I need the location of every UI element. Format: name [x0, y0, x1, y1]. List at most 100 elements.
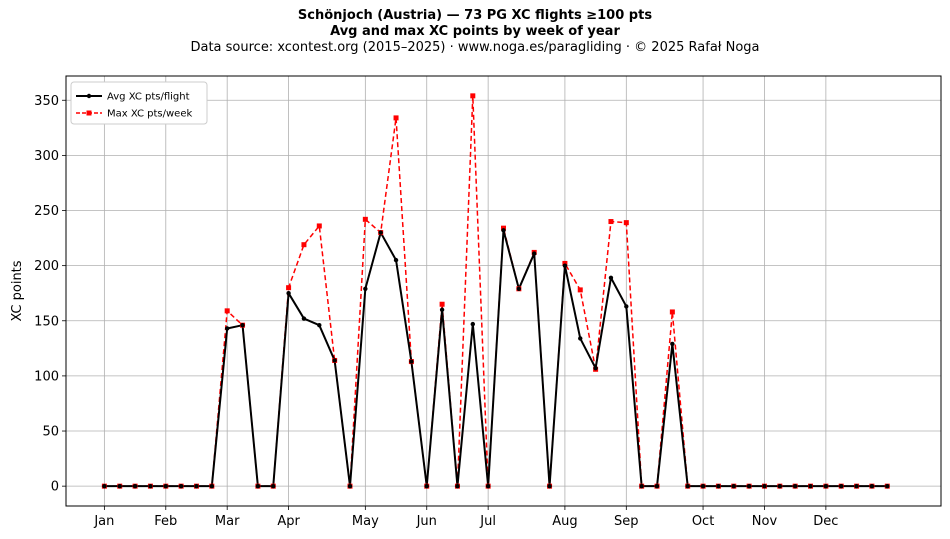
legend-marker — [86, 93, 92, 99]
data-point-avg — [271, 483, 276, 489]
data-point-avg — [823, 483, 829, 489]
data-point-avg — [700, 483, 706, 489]
data-point-avg — [731, 483, 736, 489]
data-point-avg — [301, 316, 307, 321]
legend-label: Avg XC pts/flight — [107, 92, 190, 103]
x-tick-label: Sep — [614, 514, 639, 529]
data-point-avg — [347, 483, 353, 489]
data-point-avg — [163, 483, 168, 489]
legend-label: Max XC pts/week — [107, 109, 192, 120]
y-axis-ticks: 0 50 100 150 200 250 300 350 — [34, 94, 66, 495]
data-point-max — [577, 287, 583, 293]
chart-title: Schönjoch (Austria) — 73 PG XC flights ≥… — [297, 8, 653, 23]
data-point-max — [439, 301, 445, 307]
data-point-avg — [148, 483, 153, 489]
data-point-avg — [393, 257, 399, 263]
x-tick-label: Aug — [552, 514, 577, 529]
x-tick-label: Dec — [813, 514, 838, 529]
data-point-avg — [117, 483, 122, 489]
data-point-avg — [455, 483, 460, 489]
data-point-avg — [516, 286, 522, 291]
data-point-avg — [547, 483, 552, 489]
data-point-avg — [792, 483, 798, 489]
data-point-avg — [317, 322, 322, 328]
data-point-avg — [593, 365, 598, 371]
data-point-avg — [332, 358, 337, 363]
data-point-max — [470, 93, 476, 99]
data-point-avg — [240, 322, 245, 328]
data-point-avg — [501, 228, 506, 233]
data-point-avg — [224, 326, 230, 331]
data-point-avg — [716, 483, 721, 489]
data-point-avg — [102, 483, 107, 489]
data-point-avg — [685, 483, 690, 489]
x-tick-label: Nov — [752, 514, 778, 529]
y-tick-label: 100 — [34, 369, 59, 384]
data-point-max — [393, 115, 399, 121]
x-tick-label: Jun — [416, 514, 437, 529]
chart-subtitle: Avg and max XC points by week of year — [330, 24, 620, 39]
y-tick-label: 300 — [34, 149, 59, 164]
chart-source: Data source: xcontest.org (2015–2025) · … — [190, 40, 760, 55]
data-point-avg — [409, 359, 414, 364]
data-point-max — [286, 285, 292, 291]
data-point-max — [623, 220, 629, 226]
data-point-avg — [654, 483, 660, 489]
series-line-max — [104, 95, 888, 487]
x-tick-label: Apr — [277, 514, 300, 529]
data-point-avg — [839, 483, 844, 489]
y-tick-label: 150 — [34, 314, 59, 329]
data-point-avg — [808, 483, 813, 489]
grid-lines — [66, 76, 941, 506]
data-point-max — [301, 242, 307, 248]
plot-frame — [65, 75, 942, 507]
legend-marker — [86, 110, 92, 116]
legend: Avg XC pts/flight Max XC pts/week — [70, 81, 208, 125]
legend-box — [70, 81, 208, 125]
series-lines — [104, 95, 888, 488]
series-line-avg — [104, 229, 888, 488]
chart-titles: Schönjoch (Austria) — 73 PG XC flights ≥… — [0, 8, 950, 56]
series-markers — [101, 93, 890, 489]
data-point-avg — [470, 321, 475, 327]
data-point-avg — [132, 483, 138, 489]
data-point-avg — [424, 483, 429, 489]
y-tick-label: 350 — [34, 94, 59, 109]
x-tick-label: Mar — [215, 514, 240, 529]
data-point-avg — [869, 483, 875, 489]
x-axis-ticks: Jan Feb Mar Apr May Jun Jul Aug Sep Oct Nov Dec — [93, 506, 838, 529]
x-tick-label: Jul — [479, 514, 496, 529]
data-point-avg — [608, 275, 614, 280]
data-point-avg — [286, 291, 291, 296]
data-point-avg — [562, 263, 568, 268]
data-point-avg — [532, 251, 537, 256]
data-point-avg — [209, 483, 215, 489]
data-point-avg — [194, 483, 199, 489]
data-point-avg — [885, 483, 890, 489]
data-point-avg — [746, 483, 752, 489]
x-tick-label: Feb — [154, 514, 177, 529]
data-point-max — [501, 225, 506, 231]
y-tick-label: 50 — [42, 425, 59, 440]
y-tick-label: 250 — [34, 204, 59, 219]
data-point-avg — [762, 483, 767, 489]
data-point-avg — [255, 483, 261, 489]
data-point-avg — [854, 483, 859, 489]
data-point-avg — [639, 483, 644, 489]
data-point-avg — [378, 230, 383, 235]
data-point-avg — [485, 483, 491, 489]
data-point-max — [669, 309, 675, 315]
y-axis-label: XC points — [10, 260, 25, 321]
x-tick-label: May — [352, 514, 379, 529]
data-point-max — [224, 308, 230, 314]
data-point-max — [316, 223, 322, 229]
data-point-avg — [670, 341, 675, 347]
data-point-avg — [777, 483, 783, 489]
data-point-max — [362, 216, 368, 222]
data-point-avg — [578, 336, 583, 341]
data-point-max — [608, 219, 614, 225]
y-tick-label: 200 — [34, 259, 59, 274]
data-point-max — [562, 260, 568, 266]
data-point-avg — [439, 307, 445, 312]
